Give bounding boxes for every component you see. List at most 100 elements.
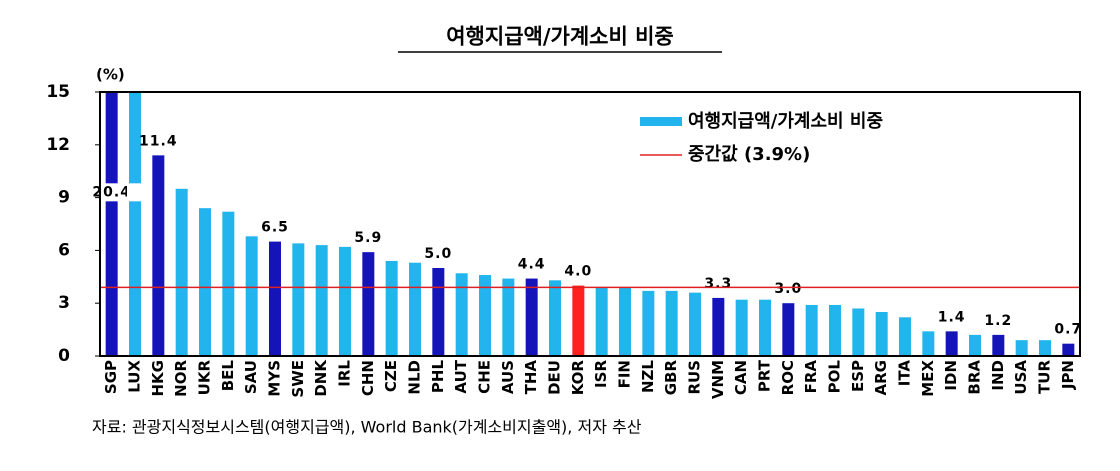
legend-swatch [640,117,682,126]
bar [642,290,655,356]
bar [829,304,841,356]
bar [385,260,398,356]
bar [479,275,491,356]
x-tick-label: HKG [149,360,167,397]
x-tick-label: ITA [896,360,914,387]
x-tick-label: IND [989,360,1007,391]
x-tick-label: NLD [406,360,424,395]
bar [525,278,538,356]
x-tick-label: SWE [289,360,307,398]
x-tick-label: IDN [942,360,960,391]
x-tick-label: FIN [616,360,634,388]
data-label: 0.7 [1054,322,1082,338]
bar [665,290,678,356]
data-label: 3.3 [704,276,732,292]
data-label: 20.4 [92,184,131,200]
bar [129,92,141,356]
data-label: 1.4 [938,309,966,325]
x-tick-label: ISR [592,360,610,388]
x-tick-label: RUS [686,360,704,395]
y-tick-label: 15 [46,82,70,102]
bar [455,273,468,356]
bar [1062,343,1075,356]
x-tick-label: VNM [709,360,727,399]
x-tick-label: ROC [779,360,797,395]
bar [759,299,771,356]
legend-label: 여행지급액/가계소비 비중 [688,111,883,132]
x-tick-label: CHE [476,360,494,394]
bar [152,155,165,356]
bar [782,303,795,356]
x-tick-label: JPN [1059,360,1077,390]
bar [549,280,561,356]
data-label: 11.4 [139,133,178,149]
bar [595,287,608,356]
bar [712,297,725,356]
data-label: 5.0 [424,246,452,262]
bar [339,246,351,356]
bar [899,317,911,356]
bar [969,334,981,356]
x-tick-label: ARG [872,360,890,395]
x-tick-label: LUX [126,360,144,393]
y-tick-label: 0 [58,346,70,366]
bar [689,292,701,356]
bar [1039,340,1051,356]
bar [875,312,888,356]
bar [199,208,211,356]
bar [222,211,235,356]
bar [245,236,258,356]
y-tick-label: 12 [46,135,70,155]
bar [409,262,421,356]
y-tick-label: 3 [58,293,70,313]
x-tick-label: USA [1012,360,1030,395]
x-tick-label: MEX [919,360,937,397]
source: 자료: 관광지식정보시스템(여행지급액), World Bank(가계소비지출액… [92,418,642,437]
bar [175,188,188,356]
bar [572,285,585,356]
data-label: 6.5 [261,220,289,236]
unit-label: (%) [96,66,125,84]
x-tick-label: PHL [429,360,447,394]
bar [922,331,935,356]
x-tick-label: DEU [546,360,564,395]
x-tick-label: AUT [452,359,470,393]
x-tick-label: ESP [849,360,867,392]
bar [269,241,281,356]
axis-break [103,183,120,202]
data-label: 4.4 [518,257,546,273]
x-tick-label: MYS [266,360,284,397]
data-label: 4.0 [564,264,592,280]
x-tick-label: POL [826,360,844,394]
bar [315,245,328,356]
bar [945,331,958,356]
legend-label: 중간값 (3.9%) [688,144,810,165]
x-tick-label: UKR [196,360,214,396]
x-tick-label: SGP [102,360,120,394]
bar [105,92,118,356]
x-tick-label: KOR [569,360,587,396]
x-tick-label: AUS [499,360,517,394]
data-label: 5.9 [354,230,382,246]
bar [1015,340,1028,356]
bar [619,287,631,356]
y-tick-label: 6 [58,240,70,260]
x-tick-label: FRA [802,360,820,394]
plot-frame [99,91,1081,357]
bar [292,243,305,356]
y-tick-label: 9 [58,188,70,208]
x-tick-label: PRT [756,359,774,392]
x-tick-label: NOR [172,360,190,397]
bar [362,252,375,356]
x-tick-label: CZE [382,360,400,392]
x-tick-label: THA [522,360,540,395]
bar [992,334,1005,356]
x-tick-label: CHN [359,360,377,396]
data-label: 1.2 [984,313,1012,329]
axis-break [127,183,143,202]
x-tick-label: SAU [242,360,260,394]
x-tick-label: BRA [966,360,984,395]
chart-title: 여행지급액/가계소비 비중 [446,24,674,49]
x-tick-label: BEL [219,360,237,392]
